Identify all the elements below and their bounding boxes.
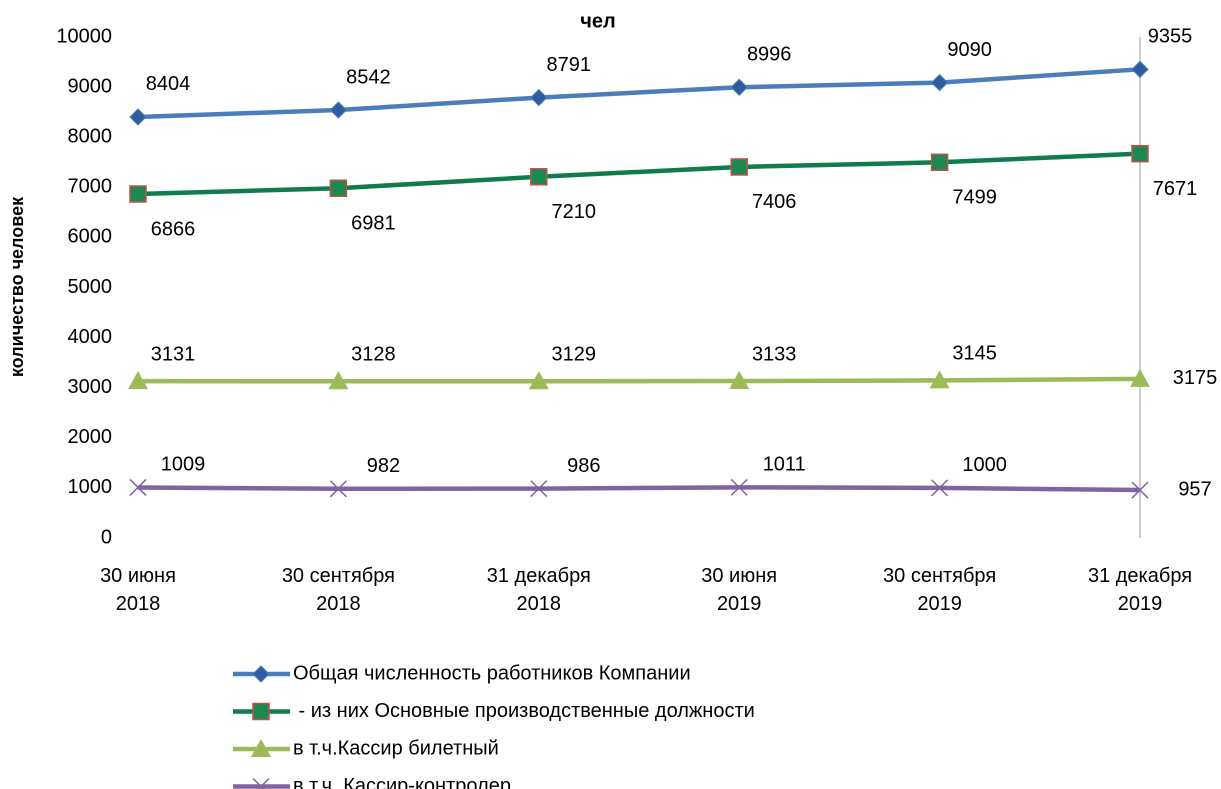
marker: [329, 101, 348, 119]
x-tick-label: 30 сентября 2019: [883, 565, 997, 615]
series-line: [137, 376, 1141, 384]
marker: [252, 777, 270, 789]
y-tick-label: 7000: [68, 176, 113, 198]
y-axis-title: количество человек: [7, 196, 27, 377]
marker: [128, 371, 148, 390]
data-label: 7671: [1153, 178, 1198, 200]
x-tick-label: 31 декабря 2019: [1087, 565, 1193, 615]
marker: [129, 478, 147, 496]
data-label: 8542: [346, 66, 391, 88]
x-tick-label: 30 июня 2019: [701, 565, 778, 615]
data-label: 8791: [547, 54, 592, 76]
data-label: 3133: [752, 343, 797, 365]
marker: [329, 179, 348, 198]
legend-label: - из них Основные производственные должн…: [293, 700, 755, 722]
marker: [1131, 60, 1149, 79]
marker: [252, 702, 270, 721]
series-line: [137, 151, 1141, 197]
marker: [1131, 144, 1149, 163]
marker: [1130, 368, 1150, 387]
data-label: 7499: [952, 187, 997, 209]
y-tick-label: 8000: [68, 125, 113, 147]
marker: [129, 108, 147, 126]
series-line: [137, 67, 1141, 120]
marker: [1131, 481, 1149, 499]
marker: [530, 480, 548, 498]
series-line: [137, 485, 1141, 493]
data-label: 982: [367, 455, 400, 477]
marker: [730, 478, 748, 496]
marker: [252, 665, 270, 683]
data-label: 1000: [962, 454, 1007, 476]
data-label: 8404: [146, 73, 191, 95]
marker: [729, 371, 750, 390]
legend-item: - из них Основные производственные должн…: [233, 700, 755, 722]
data-label: 7406: [752, 191, 797, 213]
data-label: 3129: [552, 344, 597, 366]
marker: [730, 78, 748, 97]
marker: [931, 479, 949, 497]
data-label: 986: [567, 455, 600, 477]
legend-label: в т.ч.Кассир билетный: [293, 737, 499, 759]
data-label: 957: [1178, 478, 1211, 500]
y-tick-label: 9000: [68, 75, 113, 97]
y-tick-label: 1000: [68, 476, 113, 498]
marker: [328, 371, 349, 390]
legend-item: в т.ч.Кассир билетный: [233, 737, 499, 759]
x-tick-label: 30 июня 2018: [100, 565, 176, 615]
legend-label: Общая численность работников Компании: [293, 662, 691, 684]
marker: [329, 480, 347, 498]
marker: [930, 153, 949, 172]
marker: [129, 185, 147, 203]
y-tick-label: 5000: [68, 276, 113, 298]
marker: [930, 73, 949, 92]
data-label: 6981: [351, 213, 396, 235]
data-label: 6866: [151, 218, 196, 240]
legend-label: в т.ч. Кассир-контролер: [293, 775, 511, 789]
marker: [730, 158, 748, 176]
legend-item: Общая численность работников Компании: [233, 662, 691, 684]
marker: [530, 88, 548, 107]
data-label: 1009: [161, 454, 206, 476]
marker: [528, 371, 549, 390]
y-tick-label: 4000: [68, 326, 113, 348]
data-label: 9090: [947, 39, 992, 61]
y-tick-label: 6000: [68, 226, 113, 248]
y-tick-label: 10000: [56, 25, 112, 47]
data-label: 3131: [151, 343, 196, 365]
data-label: 1011: [763, 454, 806, 476]
y-tick-label: 2000: [68, 426, 113, 448]
marker: [929, 370, 950, 389]
data-label: 8996: [747, 44, 792, 66]
chart-title: чел: [580, 10, 615, 32]
y-tick-label: 0: [101, 526, 112, 548]
data-label: 9355: [1148, 26, 1193, 48]
x-tick-label: 31 декабря 2018: [486, 565, 591, 615]
data-label: 3128: [351, 344, 396, 366]
marker: [251, 739, 271, 757]
data-label: 3175: [1173, 367, 1218, 389]
marker: [530, 168, 548, 186]
x-tick-label: 30 сентября 2018: [281, 565, 395, 615]
y-tick-label: 3000: [68, 376, 113, 398]
data-label: 3145: [952, 343, 997, 365]
legend-item: в т.ч. Кассир-контролер: [233, 775, 511, 789]
data-label: 7210: [552, 201, 597, 223]
